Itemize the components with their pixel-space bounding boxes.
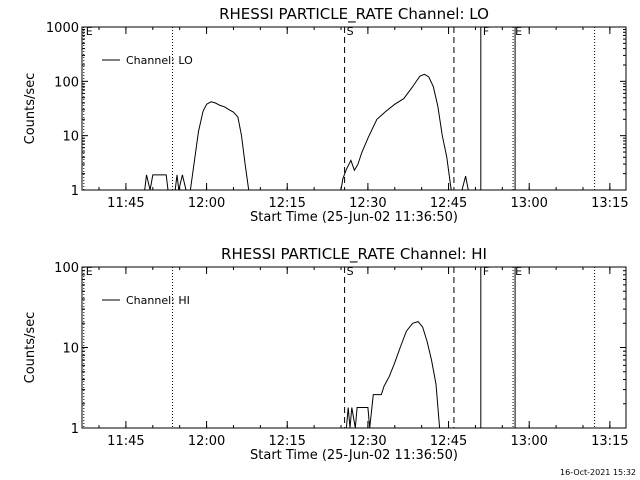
x-axis-label: Start Time (25-Jun-02 11:36:50): [250, 448, 458, 463]
event-marker-label: E: [515, 25, 522, 38]
y-axis-label: Counts/sec: [23, 73, 38, 145]
y-tick-label: 100: [54, 75, 79, 90]
y-tick-label: 10: [62, 130, 79, 145]
x-tick-label: 13:15: [591, 196, 628, 211]
event-marker-label: E: [515, 265, 522, 278]
x-tick-label: 11:45: [107, 434, 144, 449]
x-tick-label: 12:15: [268, 434, 305, 449]
chart-panel-2: RHESSI PARTICLE_RATE Channel: HI 1 10 100 Co…: [23, 245, 629, 463]
x-tick-label: 12:30: [349, 434, 386, 449]
y-tick-label: 1000: [46, 21, 79, 36]
x-tick-label: 12:00: [188, 196, 225, 211]
y-tick-label: 10: [62, 342, 79, 357]
x-tick-label: 12:45: [430, 434, 467, 449]
chart-panel-1: RHESSI PARTICLE_RATE Channel: LO 1 10 100 10…: [23, 5, 629, 225]
plot-frame: [81, 266, 627, 429]
x-tick-label: 12:45: [430, 196, 467, 211]
footer-timestamp: 16-Oct-2021 15:32: [560, 468, 636, 477]
event-marker-label: S: [347, 265, 354, 278]
plot-frame: [81, 26, 627, 191]
event-marker-label: S: [347, 25, 354, 38]
series-line: [345, 321, 441, 429]
x-tick-label: 12:00: [188, 434, 225, 449]
y-tick-label: 100: [54, 261, 79, 276]
event-marker-label: F: [483, 265, 489, 278]
legend-entry: Channel: LO: [126, 54, 193, 67]
x-tick-label: 12:15: [268, 196, 305, 211]
x-tick-label: 13:15: [591, 434, 628, 449]
y-tick-label: 1: [71, 184, 79, 199]
y-axis-label: Counts/sec: [23, 312, 38, 384]
chart-title: RHESSI PARTICLE_RATE Channel: HI: [221, 245, 487, 264]
x-tick-label: 13:00: [510, 196, 547, 211]
x-tick-label: 13:00: [510, 434, 547, 449]
series-line: [144, 73, 469, 191]
x-tick-label: 11:45: [107, 196, 144, 211]
legend-entry: Channel: HI: [126, 294, 190, 307]
event-marker-label: E: [86, 265, 93, 278]
event-marker-label: E: [86, 25, 93, 38]
event-marker-label: F: [483, 25, 489, 38]
chart-title: RHESSI PARTICLE_RATE Channel: LO: [219, 5, 489, 24]
x-tick-label: 12:30: [349, 196, 386, 211]
x-axis-label: Start Time (25-Jun-02 11:36:50): [250, 210, 458, 225]
y-tick-label: 1: [71, 422, 79, 437]
